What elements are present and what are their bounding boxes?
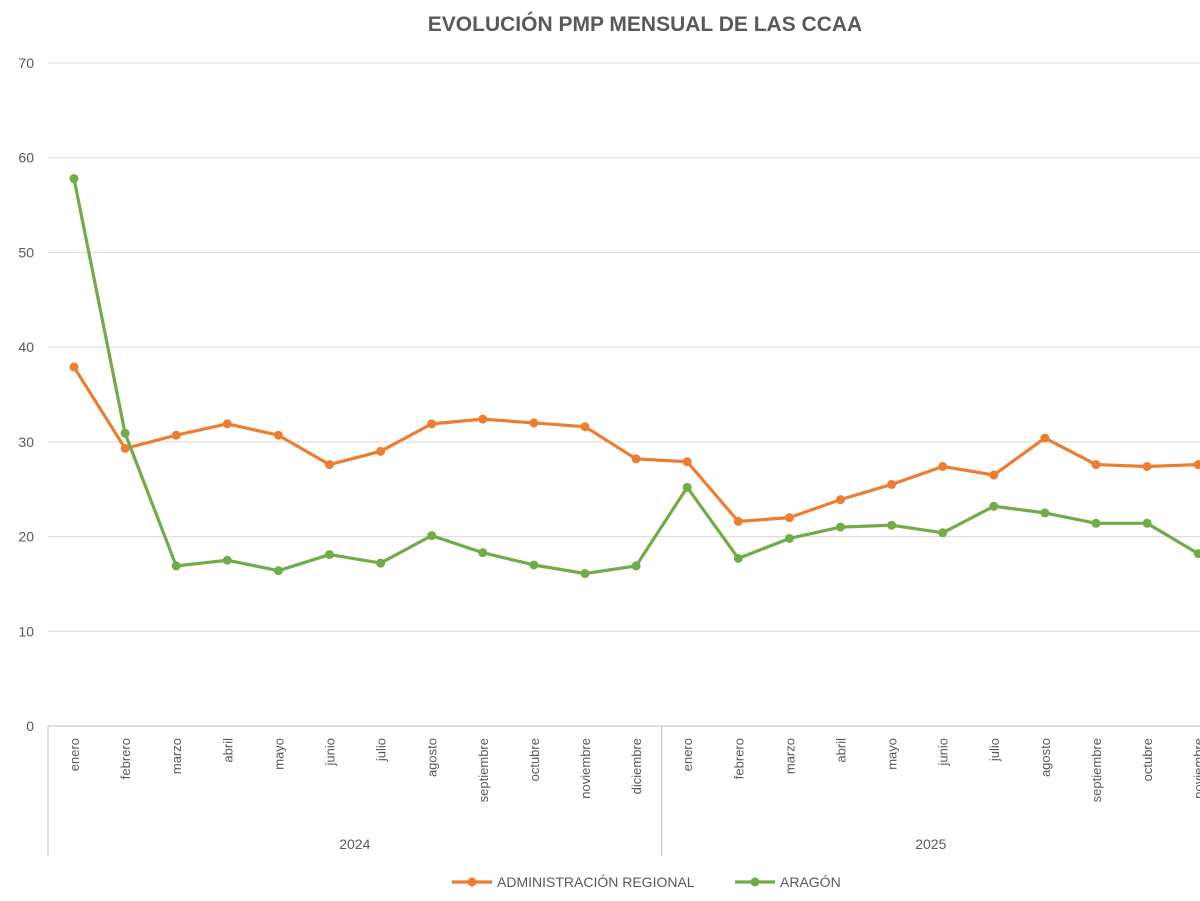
x-tick-label: abril — [834, 738, 849, 763]
data-point — [836, 495, 845, 505]
x-tick-label: mayo — [885, 738, 900, 770]
series-group — [69, 174, 1200, 579]
data-point — [887, 479, 897, 489]
data-point — [529, 560, 539, 570]
data-point — [478, 414, 488, 424]
data-point — [69, 174, 79, 184]
x-tick-label: septiembre — [1089, 738, 1104, 802]
x-tick-label: febrero — [118, 738, 133, 779]
x-tick-label: agosto — [1038, 738, 1053, 777]
x-tick-label: enero — [680, 738, 695, 771]
x-tick-label: noviembre — [578, 738, 593, 799]
legend-item: ADMINISTRACIÓN REGIONAL — [452, 874, 695, 890]
data-point — [120, 443, 130, 453]
data-point — [427, 531, 437, 541]
x-tick-label: julio — [374, 738, 389, 762]
y-tick-label: 30 — [18, 434, 34, 450]
data-point — [273, 430, 283, 440]
data-point — [580, 569, 590, 579]
data-point — [580, 422, 590, 432]
data-point — [887, 520, 897, 530]
data-point — [1091, 460, 1101, 470]
legend-swatch-marker — [467, 877, 477, 887]
data-point — [325, 550, 334, 560]
x-group-label: 2025 — [915, 836, 946, 852]
gridlines — [48, 62, 1200, 727]
data-point — [120, 428, 130, 438]
x-tick-label: mayo — [271, 738, 286, 770]
data-point — [989, 470, 999, 480]
data-point — [938, 461, 948, 471]
y-tick-label: 10 — [18, 623, 34, 639]
series-1 — [69, 174, 1200, 579]
data-point — [1142, 461, 1152, 471]
data-point — [631, 454, 641, 464]
data-point — [784, 533, 794, 543]
data-point — [733, 553, 743, 563]
data-point — [69, 362, 79, 372]
data-point — [1040, 433, 1050, 443]
x-axis: enero febrero marzo abril mayo junio julio agos… — [47, 726, 1200, 856]
data-point — [1040, 508, 1050, 518]
data-point — [376, 558, 386, 568]
x-tick-label: junio — [936, 738, 951, 766]
x-group-label: 2024 — [339, 836, 370, 852]
legend-label: ARAGÓN — [780, 874, 841, 890]
x-tick-label: noviembre — [1191, 738, 1200, 799]
data-point — [1193, 549, 1200, 559]
x-tick-label: febrero — [731, 738, 746, 779]
data-point — [529, 418, 539, 428]
data-point — [1142, 518, 1152, 528]
x-tick-label: abril — [220, 738, 235, 763]
data-point — [682, 482, 692, 492]
data-point — [938, 528, 948, 538]
data-point — [989, 501, 999, 511]
x-tick-label: octubre — [527, 738, 542, 781]
y-axis-ticks: 0 10 20 30 40 50 60 70 — [18, 55, 34, 734]
data-point — [427, 419, 437, 429]
x-tick-label: enero — [67, 738, 82, 771]
y-tick-label: 70 — [18, 55, 34, 71]
y-tick-label: 0 — [26, 718, 34, 734]
data-point — [733, 516, 743, 526]
x-tick-label: diciembre — [629, 738, 644, 794]
series-0 — [69, 362, 1200, 526]
legend-item: ARAGÓN — [735, 874, 841, 890]
data-point — [222, 555, 232, 565]
data-point — [784, 513, 794, 523]
y-tick-label: 50 — [18, 244, 34, 260]
y-tick-label: 40 — [18, 339, 34, 355]
data-point — [478, 548, 488, 558]
data-point — [682, 457, 692, 467]
x-tick-label: marzo — [169, 738, 184, 774]
x-tick-label: marzo — [782, 738, 797, 774]
chart-title: EVOLUCIÓN PMP MENSUAL DE LAS CCAA — [428, 12, 862, 36]
legend-label: ADMINISTRACIÓN REGIONAL — [497, 874, 695, 890]
data-point — [1193, 460, 1200, 470]
x-tick-label: septiembre — [476, 738, 491, 802]
data-point — [325, 460, 334, 470]
data-point — [631, 561, 641, 571]
y-tick-label: 60 — [18, 150, 34, 166]
data-point — [376, 446, 386, 456]
x-tick-label: julio — [987, 738, 1002, 762]
y-tick-label: 20 — [18, 529, 34, 545]
data-point — [171, 430, 181, 440]
data-point — [836, 522, 845, 532]
data-point — [222, 419, 232, 429]
data-point — [273, 566, 283, 576]
series-line — [72, 365, 1200, 524]
x-tick-label: agosto — [425, 738, 440, 777]
x-tick-label: octubre — [1140, 738, 1155, 781]
data-point — [171, 561, 181, 571]
data-point — [1091, 518, 1101, 528]
x-tick-label: junio — [323, 738, 338, 766]
series-line — [72, 176, 1200, 576]
legend-swatch-marker — [750, 877, 760, 887]
legend: ADMINISTRACIÓN REGIONAL ARAGÓN — [452, 874, 841, 890]
